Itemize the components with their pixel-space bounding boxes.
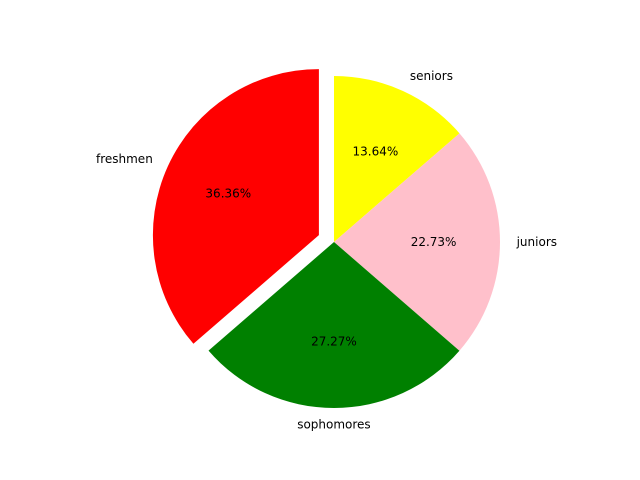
slice-label-sophomores: sophomores (297, 418, 371, 432)
slice-label-juniors: juniors (516, 235, 557, 249)
pie-slice-juniors (334, 133, 500, 351)
pie-slice-sophomores (208, 242, 460, 408)
pie-slice-seniors (334, 76, 460, 242)
slice-percent-juniors: 22.73% (411, 235, 457, 249)
pie-slice-freshmen (152, 69, 319, 344)
slice-percent-seniors: 13.64% (353, 144, 399, 158)
slice-label-freshmen: freshmen (96, 152, 153, 166)
slice-percent-freshmen: 36.36% (205, 187, 251, 201)
slice-label-seniors: seniors (410, 69, 453, 83)
slice-percent-sophomores: 27.27% (311, 335, 357, 349)
